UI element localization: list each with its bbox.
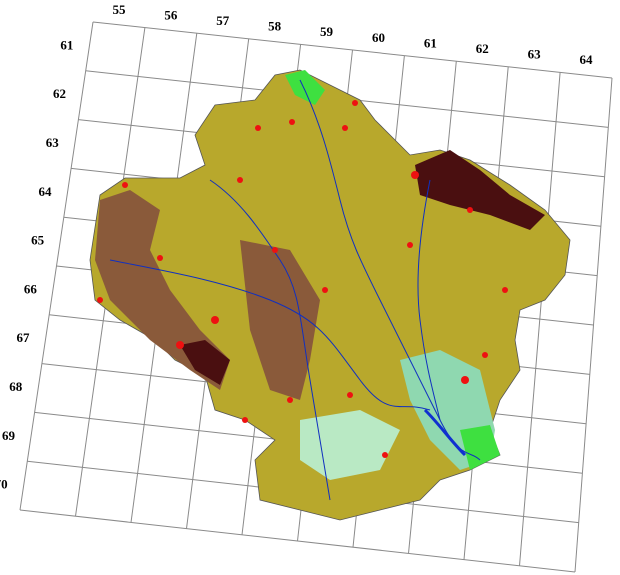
record-dot [122,182,128,188]
record-dot [342,125,348,131]
column-label: 59 [320,24,334,39]
row-label: 67 [17,330,31,345]
record-dot [176,341,184,349]
column-label: 55 [112,2,126,17]
record-dot [467,207,473,213]
peak [415,150,545,230]
column-label: 63 [528,47,542,62]
column-label: 64 [580,52,594,67]
record-dot [242,417,248,423]
record-dot [322,287,328,293]
row-label: 68 [9,379,23,394]
row-label: 69 [2,428,16,443]
peak [180,340,230,385]
records [97,100,508,458]
lowland [300,410,400,480]
record-dot [287,397,293,403]
record-dot [255,125,261,131]
river-main [423,408,467,457]
lowland [285,70,325,105]
record-dot [237,177,243,183]
river [417,179,441,421]
column-label: 57 [216,13,230,28]
lowland [460,425,500,470]
record-dot [347,392,353,398]
record-dot [97,297,103,303]
record-dot [272,247,278,253]
row-label: 62 [53,86,66,101]
column-label: 60 [372,30,385,45]
grid-line [92,21,613,79]
row-label: 65 [31,233,45,248]
record-dot [411,171,419,179]
column-label: 56 [164,7,178,22]
record-dot [382,452,388,458]
row-label: 66 [24,281,38,296]
record-dot [211,316,219,324]
river [209,179,331,501]
highland [240,240,320,400]
grid-labels: 55 56 57 58 59 60 61 62 63 64 61 62 63 64 65 66 67 68 69 70 [0,2,593,492]
grid-line [19,509,576,573]
record-dot [461,376,469,384]
row-label: 64 [38,184,52,199]
record-dot [502,287,508,293]
column-label: 61 [424,35,437,50]
river [109,259,431,411]
relief [89,69,571,521]
column-label: 62 [476,41,489,56]
record-dot [157,255,163,261]
row-label: 70 [0,477,8,492]
record-dot [289,119,295,125]
row-label: 61 [60,37,73,52]
record-dot [407,242,413,248]
record-dot [482,352,488,358]
rivers [109,79,481,501]
highland [95,190,230,390]
record-dot [352,100,358,106]
row-label: 63 [46,135,60,150]
column-label: 58 [268,19,282,34]
